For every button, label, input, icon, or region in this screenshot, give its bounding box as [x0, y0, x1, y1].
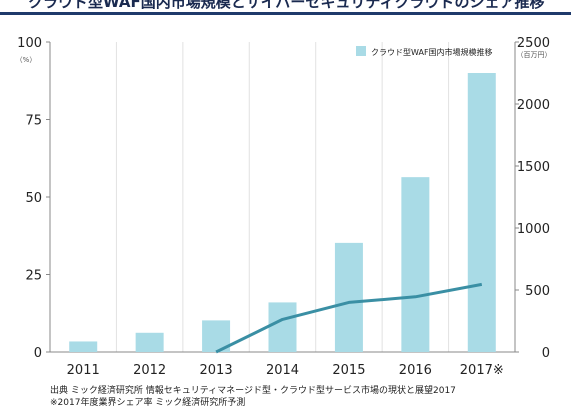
bar-2011	[69, 341, 98, 352]
bar-2017※	[467, 73, 496, 352]
legend-swatch	[356, 46, 366, 56]
chart-title: クラウド型WAF国内市場規模とサイバーセキュリティクラウドのシェア推移	[28, 0, 545, 11]
bar-2014	[268, 302, 297, 352]
x-tick-label: 2014	[266, 363, 299, 378]
left-tick-label: 25	[25, 269, 42, 284]
left-axis-unit: （%）	[16, 56, 37, 64]
source-line-1: 出典 ミック経済研究所 情報セキュリティマネージド型・クラウド型サービス市場の現…	[50, 386, 456, 396]
right-tick-label: 0	[542, 346, 550, 361]
left-tick-label: 50	[25, 191, 42, 206]
bar-2015	[334, 242, 363, 352]
share-line	[215, 282, 483, 354]
x-tick-label: 2017※	[460, 363, 504, 378]
left-tick-label: 0	[34, 346, 42, 361]
left-tick-label: 75	[25, 114, 42, 129]
x-tick-label: 2013	[200, 363, 233, 378]
x-tick-label: 2016	[399, 363, 432, 378]
right-tick-label: 500	[525, 284, 550, 299]
left-tick-label: 100	[17, 36, 42, 51]
source-line-2: ※2017年度業界シェア率 ミック経済研究所予測	[50, 398, 246, 408]
bar-2012	[135, 332, 164, 352]
x-tick-label: 2011	[67, 363, 100, 378]
right-axis-unit: （百万円）	[517, 51, 552, 59]
title-underline	[0, 12, 571, 15]
x-tick-label: 2015	[332, 363, 365, 378]
right-tick-label: 2500	[517, 36, 550, 51]
right-tick-label: 1500	[517, 160, 550, 175]
legend-label: クラウド型WAF国内市場規模推移	[371, 47, 493, 57]
x-tick-label: 2012	[133, 363, 166, 378]
bar-2016	[401, 177, 430, 352]
right-tick-label: 1000	[517, 222, 550, 237]
right-tick-label: 2000	[517, 98, 550, 113]
